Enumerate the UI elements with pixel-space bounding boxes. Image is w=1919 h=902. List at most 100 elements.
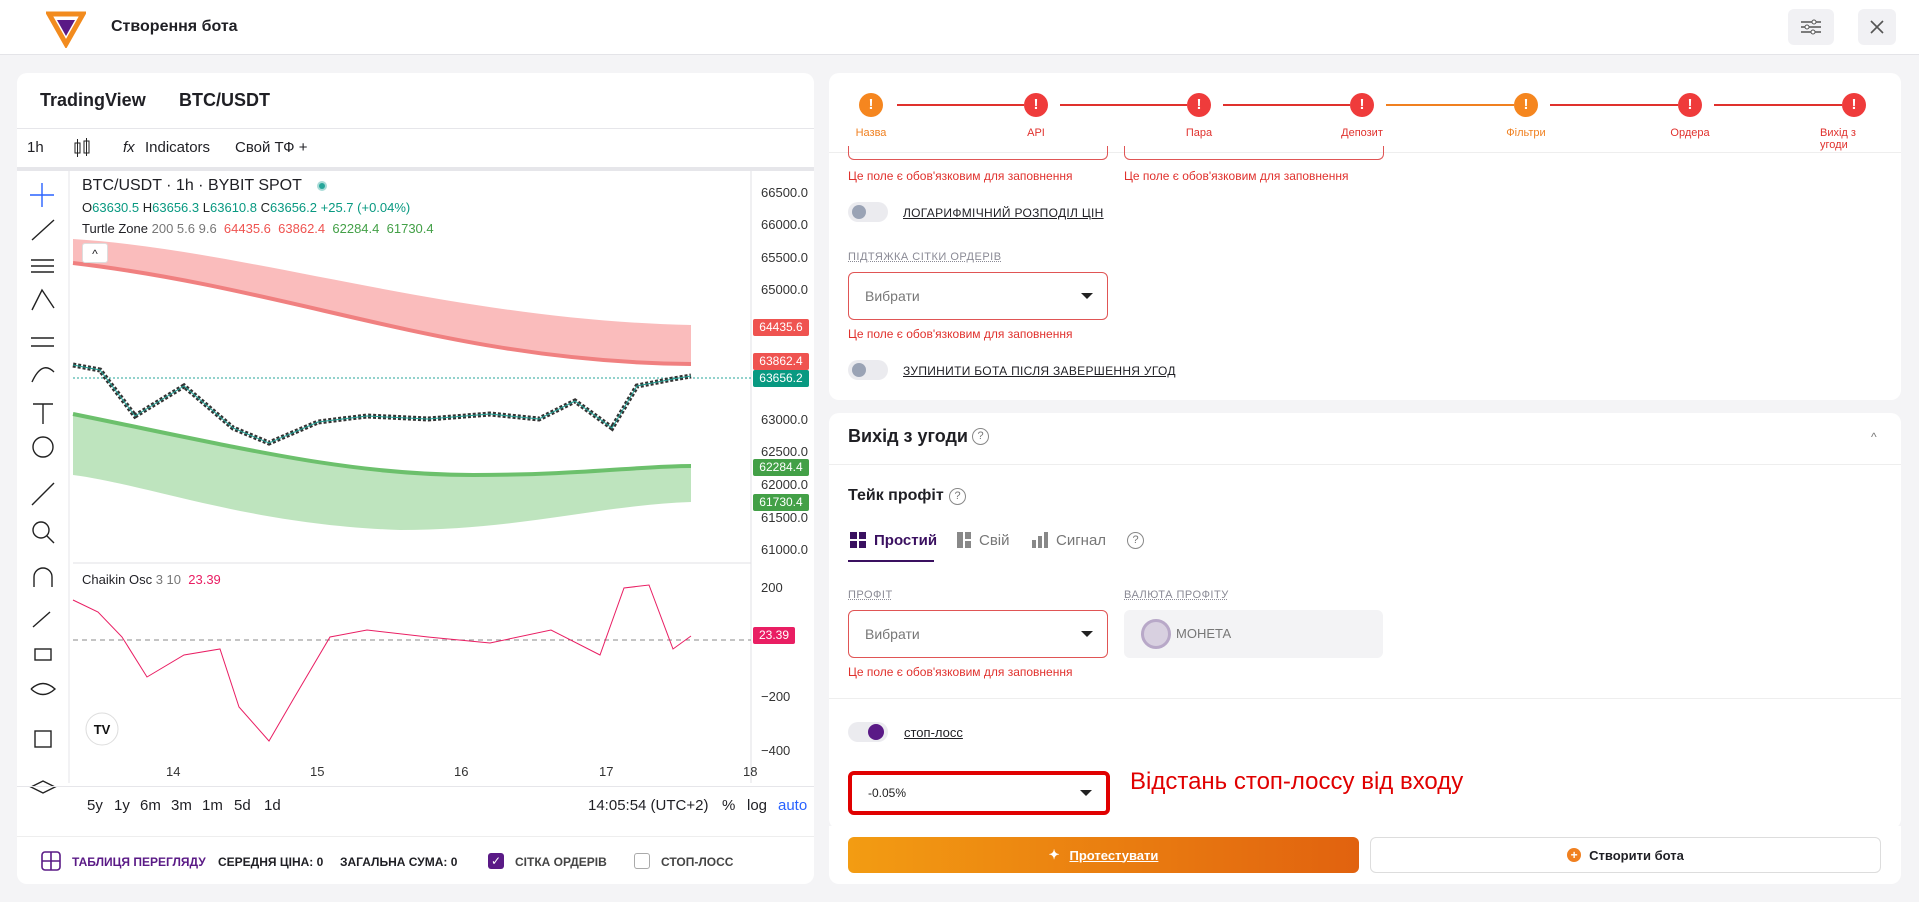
section-title: Вихід з угоди: [848, 426, 968, 446]
grid-label: СІТКА ОРДЕРІВ: [515, 855, 607, 869]
scale-option[interactable]: %: [722, 797, 736, 814]
step-icon[interactable]: !: [1842, 93, 1866, 117]
step-icon[interactable]: !: [859, 93, 883, 117]
log-toggle[interactable]: [848, 202, 888, 222]
indicators[interactable]: Indicators: [145, 139, 211, 156]
price-label: 61500.0: [761, 510, 808, 525]
tab[interactable]: Простий: [874, 532, 938, 549]
price-tag: 61730.4: [753, 494, 809, 511]
collapse-legend[interactable]: ^: [82, 243, 108, 263]
step-line: [1060, 104, 1187, 106]
tab[interactable]: Сигнал: [1056, 532, 1107, 549]
time-label: 16: [454, 764, 469, 779]
grid-checkbox[interactable]: ✓: [488, 853, 504, 869]
step-line: [1223, 104, 1350, 106]
indicator-value: 62284.4: [332, 221, 380, 236]
step-line: [897, 104, 1024, 106]
coin-radio[interactable]: [1141, 619, 1171, 649]
price-label: 61000.0: [761, 542, 808, 557]
range[interactable]: 1m: [202, 797, 223, 814]
scale-option[interactable]: log: [747, 797, 768, 814]
plus-icon: +: [1567, 848, 1582, 862]
avg-price: СЕРЕДНЯ ЦІНА: 0: [218, 855, 323, 869]
price-label: 65000.0: [761, 282, 808, 297]
coin-label: МОНЕТА: [1176, 626, 1232, 641]
osc-tag: 23.39: [753, 627, 795, 644]
toggle-knob: [852, 205, 866, 219]
tab-icon: [850, 532, 866, 548]
oscillator-legend: Chaikin Osc 3 10 23.39: [82, 572, 221, 587]
osc-label: −200: [761, 689, 791, 704]
range[interactable]: 3m: [171, 797, 192, 814]
low: 63610.8: [210, 200, 257, 215]
settings-card: [829, 73, 1901, 400]
stop-checkbox[interactable]: [634, 853, 650, 869]
range[interactable]: 5d: [234, 797, 251, 814]
legend-title: BTC/USDT · 1h · BYBIT SPOT: [82, 177, 302, 194]
step-label: Фільтри: [1506, 127, 1546, 139]
price-label: 66000.0: [761, 217, 808, 232]
time-label: 15: [310, 764, 325, 779]
page-title: Створення бота: [111, 18, 238, 35]
stop-label: СТОП-ЛОСС: [661, 855, 734, 869]
help-icon[interactable]: ?: [972, 428, 989, 445]
help-icon[interactable]: ?: [1127, 532, 1144, 549]
ohlc: O63630.5 H63656.3 L63610.8 C63656.2 +25.…: [82, 200, 410, 215]
subsection-title: Тейк профіт: [848, 487, 944, 504]
oscillator-name: Chaikin Osc: [82, 572, 153, 587]
collapse-icon[interactable]: ^: [1871, 430, 1877, 444]
error: Це поле є обов'язковим для заповнення: [1124, 169, 1349, 183]
step-icon[interactable]: !: [1187, 93, 1211, 117]
input-partial: [1124, 146, 1384, 160]
range[interactable]: 1d: [264, 797, 281, 814]
input-partial: [848, 146, 1108, 160]
l-label: L: [202, 200, 210, 215]
test-label: Протестувати: [1069, 847, 1159, 863]
tab[interactable]: Свій: [979, 532, 1010, 549]
interval[interactable]: 1h: [27, 139, 44, 156]
stop-loss-select[interactable]: -0.05%: [848, 771, 1110, 815]
step-icon[interactable]: !: [1024, 93, 1048, 117]
oscillator-line: [72, 584, 692, 742]
total-sum-label: ЗАГАЛЬНА СУМА:: [340, 855, 448, 869]
create-button[interactable]: + Створити бота: [1370, 837, 1881, 873]
field-caption: ПІДТЯЖКА СІТКИ ОРДЕРІВ: [848, 251, 1002, 263]
divider: [17, 786, 814, 787]
log-label: ЛОГАРИФМІЧНИЙ РОЗПОДІЛ ЦІН: [903, 206, 1104, 220]
profit-select[interactable]: Вибрати: [848, 610, 1108, 658]
step-line: [1386, 104, 1514, 106]
tv-logo: [85, 712, 119, 746]
time-label: 18: [743, 764, 758, 779]
stop-loss-toggle[interactable]: [848, 722, 888, 742]
table-link[interactable]: ТАБЛИЦЯ ПЕРЕГЛЯДУ: [72, 855, 206, 869]
test-button[interactable]: ✦ Протестувати: [848, 837, 1359, 873]
toggle-knob: [852, 363, 866, 377]
header: [0, 0, 1919, 55]
step-icon[interactable]: !: [1350, 93, 1374, 117]
step-icon[interactable]: !: [1678, 93, 1702, 117]
grid-pull-select[interactable]: Вибрати: [848, 272, 1108, 320]
step-label: Ордера: [1670, 127, 1710, 139]
error: Це поле є обов'язковим для заповнення: [848, 327, 1073, 341]
oscillator-params: 3 10: [155, 572, 182, 587]
open: 63630.5: [92, 200, 140, 215]
lower-line: [72, 412, 692, 478]
help-icon[interactable]: ?: [949, 488, 966, 505]
custom-tf[interactable]: Свой ТФ +: [235, 139, 308, 156]
price-label: 66500.0: [761, 185, 808, 200]
range[interactable]: 1y: [114, 797, 130, 814]
price-tag: 63862.4: [753, 353, 809, 370]
c-label: C: [260, 200, 271, 215]
step-icon[interactable]: !: [1514, 93, 1538, 117]
range[interactable]: 6m: [140, 797, 161, 814]
settings-icon: [1801, 19, 1821, 35]
scale-option[interactable]: auto: [778, 797, 808, 814]
candle-type[interactable]: [72, 138, 92, 158]
stop-after-toggle[interactable]: [848, 360, 888, 380]
error: Це поле є обов'язковим для заповнення: [848, 169, 1073, 183]
tab-underline: [848, 560, 934, 562]
price-path: [72, 364, 692, 444]
range[interactable]: 5y: [87, 797, 103, 814]
